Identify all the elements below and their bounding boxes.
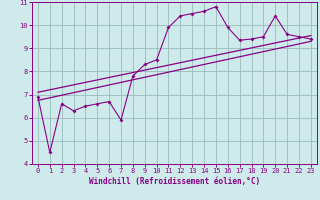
X-axis label: Windchill (Refroidissement éolien,°C): Windchill (Refroidissement éolien,°C) — [89, 177, 260, 186]
